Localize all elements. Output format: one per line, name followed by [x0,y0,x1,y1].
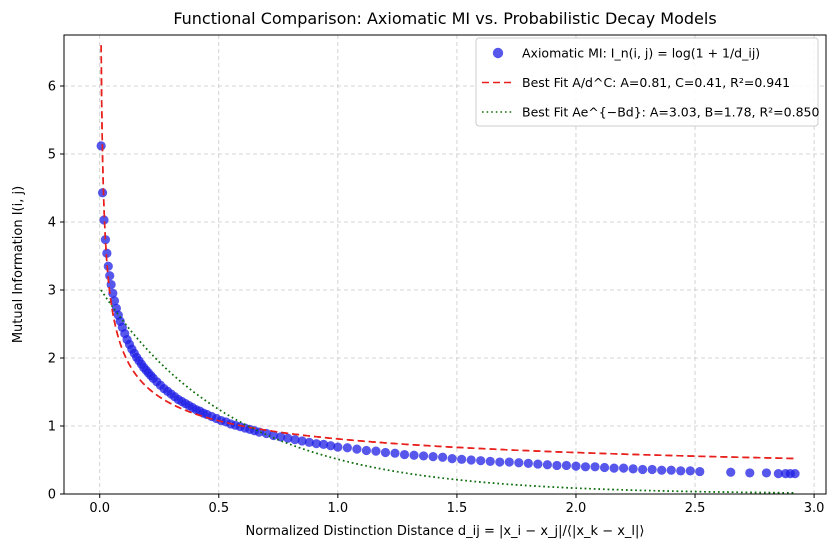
scatter-point [326,441,336,451]
plot-frame [63,34,827,495]
scatter-point [268,430,279,441]
scatter-point [552,460,562,471]
scatter-point [504,457,514,467]
scatter-point [685,466,695,476]
y-axis-label: Mutual Information I(i, j) [11,186,26,343]
scatter-point [726,467,736,477]
scatter-point [361,445,372,456]
scatter-point [342,443,352,453]
scatter-point [318,439,329,449]
scatter-point [102,248,112,258]
scatter-point [599,462,610,473]
scatter-point [428,452,438,462]
scatter-point [380,447,391,458]
y-tick-label: 2 [48,352,56,367]
scatter-point [371,446,381,456]
scatter-point [447,454,457,464]
x-tick-label: 1.5 [447,501,468,516]
legend-label: Axiomatic MI: I_n(i, j) = log(1 + 1/d_ij… [522,46,760,61]
plot-layer [96,45,800,494]
scatter-point [297,436,307,446]
scatter-point [476,456,486,466]
legend-marker-scatter [492,47,504,59]
grid-lines [64,35,826,495]
x-tick-label: 2.5 [685,501,706,516]
y-tick-label: 6 [48,80,56,95]
scatter-point [352,444,362,454]
scatter-point [561,460,572,471]
scatter-point [495,457,505,467]
y-axis-ticks: 0 1 2 3 4 5 6 [48,80,64,503]
scatter-point [409,450,419,460]
scatter-point [108,288,118,298]
x-tick-label: 2.0 [566,501,587,516]
y-tick-label: 1 [48,420,56,435]
y-tick-label: 5 [48,148,56,163]
scatter-point [283,433,293,443]
scatter-point [790,469,800,479]
scatter-point [514,458,524,468]
scatter-point [628,464,638,474]
scatter-point [105,271,115,281]
scatter-point [609,463,619,473]
scatter-point [761,468,772,478]
scatter-point [103,261,113,271]
scatter-point [590,462,600,472]
legend-box [475,37,819,127]
scatter-point [773,469,783,479]
series-line-2 [100,289,796,494]
legend-label: Best Fit A/d^C: A=0.81, C=0.41, R²=0.941 [522,75,790,90]
scatter-point [261,428,272,439]
scatter-point [97,188,108,198]
scatter-point [676,466,686,476]
scatter-point [571,461,581,471]
scatter-point [99,215,109,225]
scatter-point [333,442,343,452]
scatter-point [647,464,657,475]
scatter-point [523,458,533,468]
scatter-point [290,435,300,445]
scatter-point [96,141,106,151]
scatter-point [390,448,400,458]
y-tick-label: 4 [48,216,56,231]
y-tick-label: 0 [48,488,56,503]
chart-title: Functional Comparison: Axiomatic MI vs. … [173,9,716,28]
x-axis-ticks: 0.0 0.5 1.0 1.5 2.0 2.5 3.0 [89,494,824,516]
legend-label: Best Fit Ae^{−Bd}: A=3.03, B=1.78, R²=0.… [522,105,819,120]
x-tick-label: 1.0 [328,501,349,516]
x-tick-label: 0.5 [208,501,229,516]
scatter-point [695,466,705,477]
series-line-overlay-2 [100,289,796,494]
scatter-point [438,452,448,462]
scatter-point [618,463,629,473]
scatter-point [657,465,667,475]
x-tick-label: 0.0 [89,501,110,516]
scatter-point [745,468,755,478]
scatter-point [418,451,429,461]
scatter-point [533,459,543,469]
x-axis-label: Normalized Distinction Distance d_ij = |… [246,524,645,539]
scatter-point [466,455,476,465]
y-tick-label: 3 [48,284,56,299]
scatter-point [100,235,111,245]
scatter-point [580,462,591,472]
scatter-point [399,449,410,460]
scatter-point [638,464,648,475]
x-tick-label: 3.0 [804,501,825,516]
scatter-point [304,437,314,447]
scatter-point [485,456,495,466]
scatter-point [311,439,322,449]
scatter-point [666,465,676,475]
scatter-point [457,454,467,464]
legend: Axiomatic MI: I_n(i, j) = log(1 + 1/d_ij… [475,37,819,127]
scatter-point [109,296,120,306]
scatter-point [542,460,552,470]
